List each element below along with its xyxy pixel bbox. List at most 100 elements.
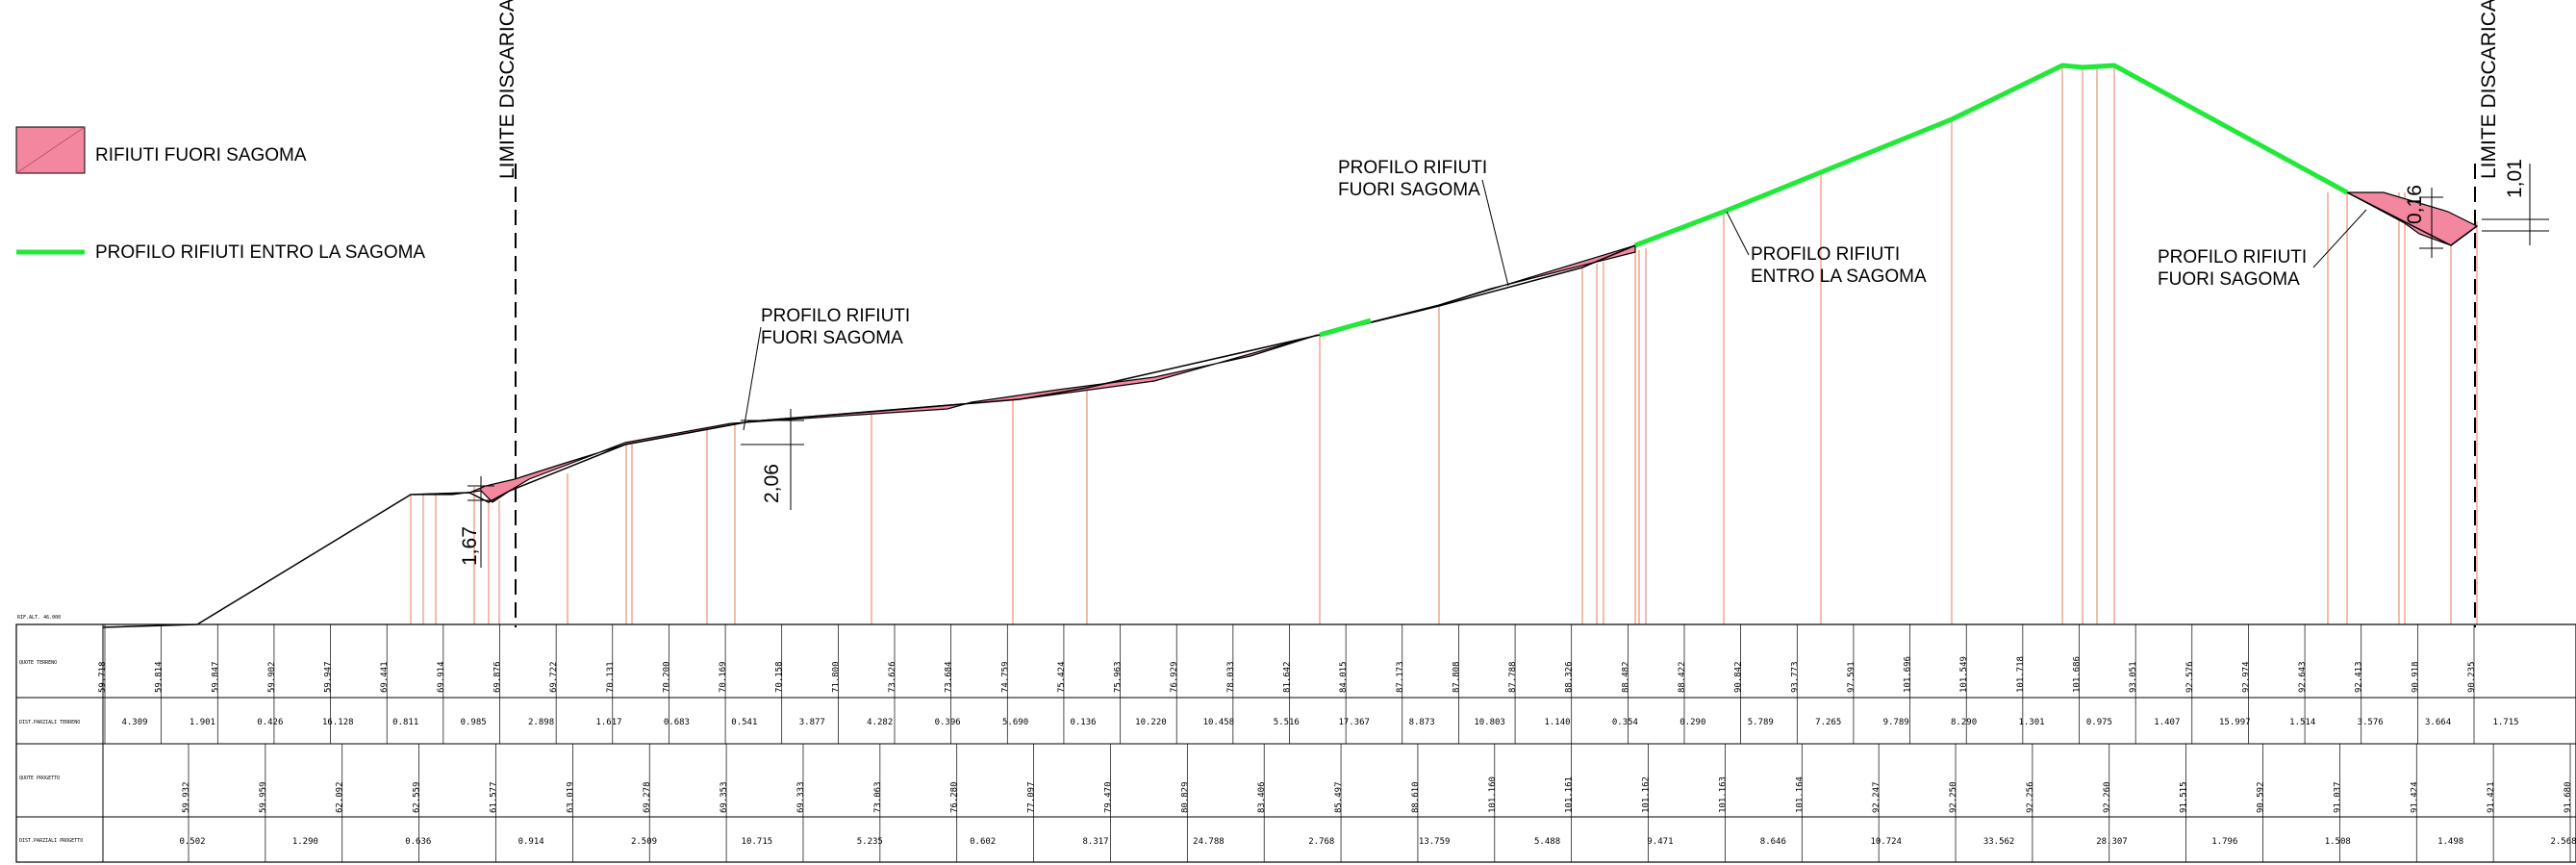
- quote-terreno-cell: 73.626: [888, 661, 897, 693]
- limite-discarica-left: LIMITE DISCARICA: [496, 0, 518, 627]
- callout-fuori-sagoma-2: PROFILO RIFIUTI FUORI SAGOMA: [1338, 158, 1509, 287]
- quote-terreno-cell: 76.929: [1170, 661, 1179, 693]
- terrain-profile: [102, 244, 1636, 628]
- dist-terreno-cell: 0.683: [664, 718, 690, 727]
- quote-progetto-cell: 101.160: [1488, 776, 1498, 813]
- dist-terreno-cell: 3.664: [2425, 718, 2451, 727]
- quote-terreno-cell: 75.963: [1114, 661, 1124, 693]
- quote-progetto-cell: 69.333: [796, 781, 806, 813]
- dimension-1: [467, 476, 494, 568]
- callout-fuori-3-line-2: FUORI SAGOMA: [2158, 269, 2300, 290]
- dist-terreno-cell: 5.690: [1002, 718, 1028, 727]
- quote-progetto-cell: 92.250: [1949, 781, 1958, 813]
- scale-note: RIF.ALT. 46.000: [17, 615, 61, 621]
- quote-terreno-cell: 87.173: [1396, 661, 1405, 693]
- quote-terreno-cell: 92.413: [2355, 661, 2364, 693]
- quote-terreno-cell: 70.131: [606, 661, 616, 693]
- quote-progetto-cell: 90.592: [2257, 781, 2266, 813]
- fuori-sagoma-area-1: [413, 334, 1319, 503]
- dist-progetto-cell: 28.307: [2096, 837, 2128, 847]
- dist-progetto-cell: 0.914: [518, 837, 544, 847]
- quote-terreno-cell: 70.200: [662, 661, 671, 693]
- legend: RIFIUTI FUORI SAGOMA PROFILO RIFIUTI ENT…: [15, 126, 425, 263]
- quote-progetto-cell: 76.280: [950, 781, 960, 813]
- quote-terreno-cell: 101.718: [2016, 656, 2026, 693]
- row-label-quote-terreno: QUOTE TERRENO: [19, 660, 57, 666]
- dist-progetto-cell: 1.796: [2211, 837, 2237, 847]
- dist-terreno-cell: 4.282: [867, 718, 893, 727]
- quote-progetto-cell: 101.164: [1795, 776, 1805, 813]
- dist-terreno-cell: 5.789: [1748, 718, 1774, 727]
- quote-progetto-cell: 59.959: [259, 781, 268, 813]
- quote-terreno-cell: 101.686: [2073, 656, 2083, 693]
- quote-progetto-cell: 88.610: [1411, 781, 1421, 813]
- dist-progetto-cell: 10.715: [742, 837, 773, 847]
- callout-entro-line-1: PROFILO RIFIUTI: [1751, 244, 1900, 265]
- dist-terreno-cell: 0.290: [1679, 718, 1705, 727]
- dimension-4: [2482, 164, 2549, 245]
- dist-progetto-cell: 1.290: [292, 837, 318, 847]
- dimension-2: [741, 409, 804, 510]
- station-lines: [410, 67, 2478, 624]
- callout-fuori-2-line-2: FUORI SAGOMA: [1338, 180, 1480, 200]
- dist-progetto-cell: 24.788: [1193, 837, 1225, 847]
- quote-progetto-cell: 85.497: [1334, 781, 1344, 813]
- quote-terreno-cell: 69.914: [437, 661, 446, 693]
- quote-terreno-cell: 97.591: [1847, 661, 1856, 693]
- dist-terreno-cell: 1.715: [2492, 718, 2518, 727]
- quote-progetto-cell: 91.037: [2333, 781, 2342, 813]
- quote-terreno-cell: 87.788: [1508, 661, 1518, 693]
- dist-progetto-cell: 5.235: [857, 837, 883, 847]
- quote-progetto-cell: 91.680: [2563, 781, 2573, 813]
- dist-terreno-cell: 3.877: [799, 718, 825, 727]
- quote-progetto-cell: 91.421: [2487, 781, 2496, 813]
- profilo-entro-sagoma-main: [1634, 63, 2349, 248]
- quote-progetto-cell: 91.515: [2180, 781, 2189, 813]
- dist-progetto-cell: 2.768: [1308, 837, 1334, 847]
- quote-terreno-cell: 69.876: [493, 661, 503, 693]
- profilo-entro-sagoma: [1319, 318, 1372, 338]
- quote-terreno-cell: 92.643: [2298, 661, 2308, 693]
- quote-terreno-cell: 92.576: [2185, 661, 2195, 693]
- dist-progetto-cell: 0.502: [179, 837, 205, 847]
- row-label-quote-progetto: QUOTE PROGETTO: [19, 776, 60, 781]
- quote-terreno-cell: 70.169: [719, 661, 728, 693]
- dimension-label-2: 2,06: [761, 464, 783, 503]
- dist-terreno-cell: 1.301: [2018, 718, 2044, 727]
- quote-terreno-cell: 71.800: [831, 661, 841, 693]
- quote-progetto-cell: 73.063: [873, 781, 883, 813]
- dist-terreno-cell: 3.576: [2358, 718, 2384, 727]
- quote-terreno-cell: 92.974: [2241, 661, 2251, 693]
- rifiuti-fuori-sagoma-areas: [413, 191, 2479, 503]
- dist-progetto-cell: 2.568: [2550, 837, 2576, 847]
- row-label-dist-progetto: DIST.PARZIALI PROGETTO: [19, 838, 83, 844]
- dist-terreno-cell: 0.354: [1612, 718, 1638, 727]
- quote-terreno-cell: 101.549: [1959, 656, 1969, 693]
- callout-entro-line-2: ENTRO LA SAGOMA: [1751, 267, 1927, 287]
- dist-terreno-cell: 0.136: [1070, 718, 1096, 727]
- quote-terreno-cell: 70.158: [775, 661, 785, 693]
- dimension-label-4: 1,01: [2504, 159, 2526, 198]
- quote-terreno-cell: 78.033: [1226, 661, 1236, 693]
- quote-progetto-cell: 62.559: [413, 781, 422, 813]
- dist-progetto-cell: 5.488: [1534, 837, 1560, 847]
- dist-terreno-cell: 5.516: [1274, 718, 1300, 727]
- quote-terreno-cell: 88.482: [1621, 661, 1630, 693]
- table-cells: 59.718 59.814 59.847 59.902 59.947 69.441 69.9…: [98, 624, 2576, 862]
- dist-progetto-cell: 8.317: [1083, 837, 1109, 847]
- quote-terreno-cell: 93.051: [2129, 661, 2138, 693]
- quote-progetto-cell: 69.278: [643, 781, 652, 813]
- limite-discarica-label-left: LIMITE DISCARICA: [496, 0, 518, 179]
- dist-terreno-cell: 15.997: [2219, 718, 2251, 727]
- callout-fuori-1-line-2: FUORI SAGOMA: [761, 328, 903, 348]
- dist-terreno-cell: 0.811: [392, 718, 418, 727]
- dist-progetto-cell: 0.636: [405, 837, 431, 847]
- quote-terreno-cell: 59.814: [155, 661, 164, 693]
- dist-terreno-cell: 0.985: [461, 718, 487, 727]
- quote-progetto-cell: 61.577: [489, 781, 498, 813]
- dist-terreno-cell: 7.265: [1815, 718, 1841, 727]
- dist-terreno-cell: 1.140: [1544, 718, 1570, 727]
- terrain-profile-right: [2346, 191, 2478, 246]
- dist-terreno-cell: 8.290: [1951, 718, 1977, 727]
